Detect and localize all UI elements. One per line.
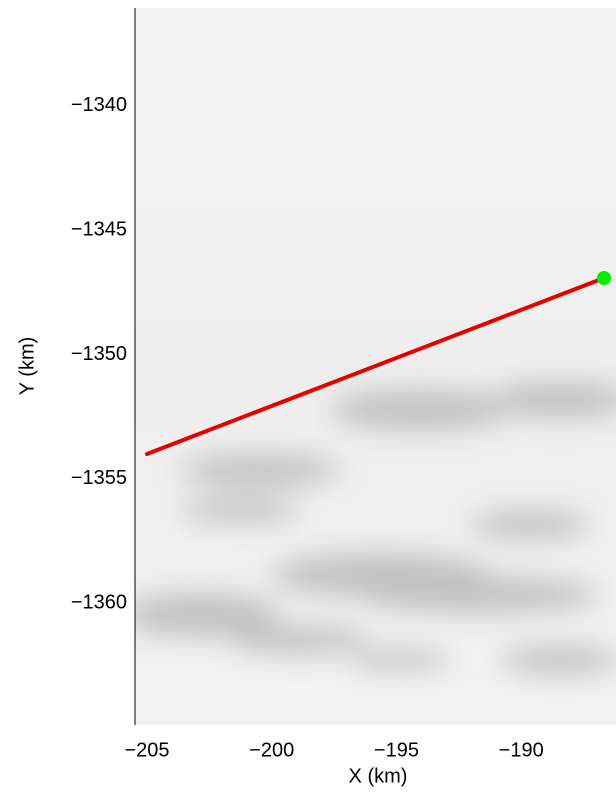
x-tick-label: −205 <box>124 739 169 761</box>
x-axis-label: X (km) <box>349 765 408 787</box>
y-tick-label: −1355 <box>71 467 127 489</box>
background-image <box>135 8 616 725</box>
end-marker <box>597 270 612 285</box>
x-tick-label: −200 <box>249 739 294 761</box>
track-line <box>144 275 607 457</box>
x-tick-label: −190 <box>499 739 544 761</box>
y-tick-label: −1360 <box>71 591 127 613</box>
y-tick-label: −1345 <box>71 219 127 241</box>
y-axis-label: Y (km) <box>16 337 38 396</box>
x-tick-label: −195 <box>374 739 419 761</box>
y-tick-label: −1350 <box>71 343 127 365</box>
y-tick-label: −1340 <box>71 94 127 116</box>
